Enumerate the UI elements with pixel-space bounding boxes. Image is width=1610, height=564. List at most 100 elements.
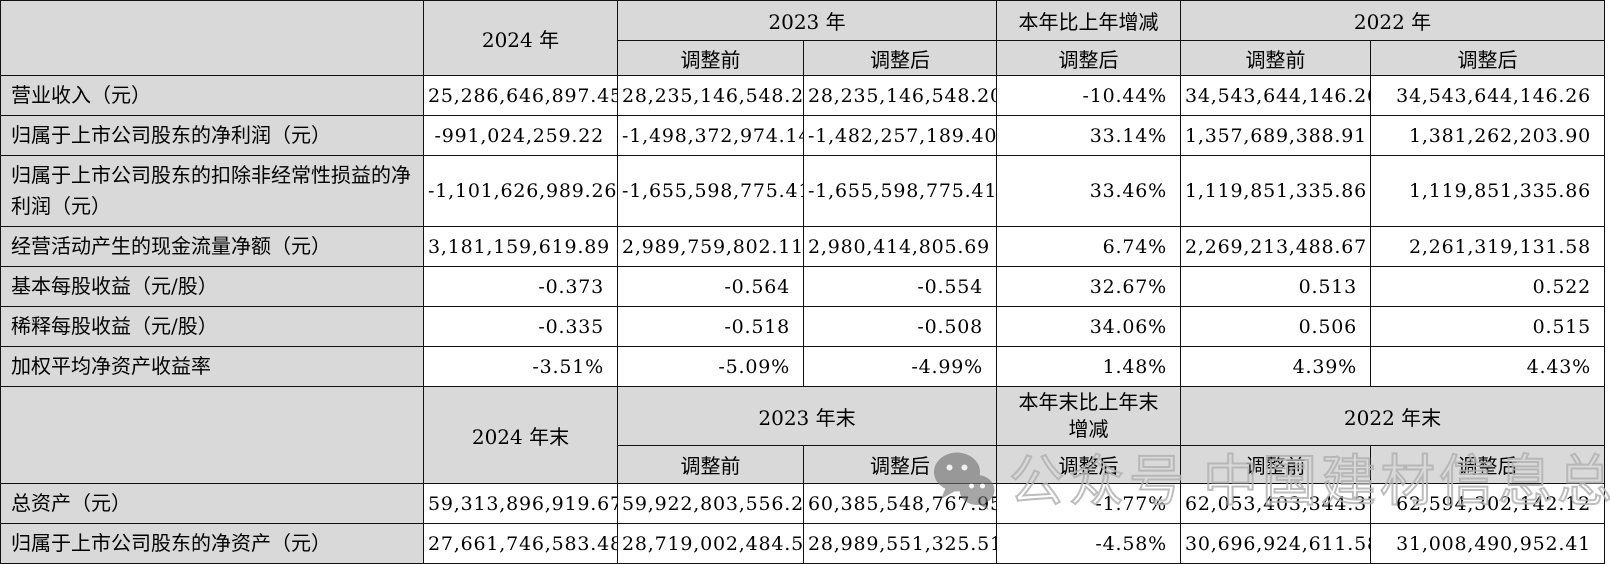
col-header-2023-end: 2023 年末	[616, 386, 998, 446]
cell-value: -4.99%	[802, 346, 998, 387]
cell-value: 62,053,403,344.37	[1180, 483, 1372, 524]
cell-value: 2,269,213,488.67	[1180, 226, 1372, 267]
cell-value: -10.44%	[996, 75, 1182, 116]
table-row: 稀释每股收益（元/股） -0.335 -0.518 -0.508 34.06% 0.506…	[0, 306, 1606, 347]
cell-value: 28,719,002,484.52	[617, 523, 804, 564]
col-header-2022: 2022 年	[1180, 0, 1606, 41]
cell-value: -0.518	[617, 306, 804, 347]
cell-value: 4.43%	[1370, 346, 1606, 387]
subheader-adjust-after: 调整后	[1370, 40, 1606, 76]
col-header-2024: 2024 年	[423, 0, 618, 76]
subheader-adjust-before: 调整前	[1180, 445, 1372, 484]
row-label: 经营活动产生的现金流量净额（元）	[0, 226, 424, 267]
cell-value: 59,313,896,919.67	[423, 483, 618, 524]
cell-value: -4.58%	[996, 523, 1182, 564]
cell-value: 60,385,548,767.95	[802, 483, 998, 524]
cell-value: -5.09%	[617, 346, 804, 387]
row-label: 总资产（元）	[0, 483, 424, 524]
cell-value: -1,101,626,989.26	[423, 155, 618, 227]
cell-value: 1,357,689,388.91	[1180, 115, 1372, 156]
table-row: 总资产（元） 59,313,896,919.67 59,922,803,556.22…	[0, 483, 1606, 524]
row-label: 基本每股收益（元/股）	[0, 266, 424, 307]
cell-value: 0.515	[1370, 306, 1606, 347]
cell-value: 33.14%	[996, 115, 1182, 156]
cell-value: 27,661,746,583.48	[423, 523, 618, 564]
cell-value: 32.67%	[996, 266, 1182, 307]
cell-value: 4.39%	[1180, 346, 1372, 387]
subheader-adjust-before: 调整前	[617, 445, 804, 484]
header-row-year-ends: 2024 年末 2023 年末 本年末比上年末 增减 2022 年末	[0, 386, 1606, 484]
cell-value: 1,119,851,335.86	[1370, 155, 1606, 227]
header-row-adjust: 调整前 调整后 调整后 调整前 调整后	[1, 445, 1606, 484]
cell-value: 34,543,644,146.26	[1180, 75, 1372, 116]
col-header-change: 本年比上年增减	[996, 0, 1182, 41]
cell-value: 1,119,851,335.86	[1180, 155, 1372, 227]
cell-value: 0.506	[1180, 306, 1372, 347]
subheader-adjust-before: 调整前	[617, 40, 804, 76]
table-row: 归属于上市公司股东的扣除非经常性损益的净利润（元） -1,101,626,989.…	[0, 155, 1606, 227]
cell-value: -1,482,257,189.40	[802, 115, 998, 156]
table-row: 归属于上市公司股东的净资产（元） 27,661,746,583.48 28,719,…	[0, 523, 1606, 564]
row-label: 归属于上市公司股东的净利润（元）	[0, 115, 424, 156]
cell-value: 28,235,146,548.20	[617, 75, 804, 116]
cell-value: 34,543,644,146.26	[1370, 75, 1606, 116]
cell-value: 1,381,262,203.90	[1370, 115, 1606, 156]
cell-value: 30,696,924,611.58	[1180, 523, 1372, 564]
cell-value: 3,181,159,619.89	[423, 226, 618, 267]
cell-value: 0.522	[1370, 266, 1606, 307]
cell-value: 33.46%	[996, 155, 1182, 227]
cell-value: -0.373	[423, 266, 618, 307]
cell-value: 28,235,146,548.20	[802, 75, 998, 116]
row-label: 归属于上市公司股东的扣除非经常性损益的净利润（元）	[0, 155, 424, 227]
row-label: 稀释每股收益（元/股）	[0, 306, 424, 347]
row-label: 归属于上市公司股东的净资产（元）	[0, 523, 424, 564]
cell-value: 62,594,302,142.12	[1370, 483, 1606, 524]
section-annual: 2024 年 2023 年 本年比上年增减 2022 年 调整前 调整后 调整后…	[0, 0, 1606, 76]
table-row: 加权平均净资产收益率 -3.51% -5.09% -4.99% 1.48% 4.39% 4.…	[0, 346, 1606, 387]
cell-value: 2,980,414,805.69	[802, 226, 998, 267]
cell-value: -1,498,372,974.14	[617, 115, 804, 156]
subheader-adjust-after: 调整后	[802, 40, 998, 76]
rows-year-end: 总资产（元） 59,313,896,919.67 59,922,803,556.22…	[0, 483, 1606, 564]
cell-value: -0.508	[802, 306, 998, 347]
cell-value: 6.74%	[996, 226, 1182, 267]
cell-value: 25,286,646,897.45	[423, 75, 618, 116]
cell-value: -1.77%	[996, 483, 1182, 524]
cell-value: -0.554	[802, 266, 998, 307]
cell-value: -991,024,259.22	[423, 115, 618, 156]
col-header-change-end: 本年末比上年末 增减	[996, 386, 1182, 446]
cell-value: -1,655,598,775.41	[802, 155, 998, 227]
corner-blank-cell	[0, 0, 424, 76]
row-label: 营业收入（元）	[0, 75, 424, 116]
table-row: 营业收入（元） 25,286,646,897.45 28,235,146,548.2…	[0, 75, 1606, 116]
row-label: 加权平均净资产收益率	[0, 346, 424, 387]
col-header-2024-end: 2024 年末	[423, 386, 618, 484]
cell-value: -1,655,598,775.41	[617, 155, 804, 227]
header-row-adjust: 调整前 调整后 调整后 调整前 调整后	[1, 40, 1606, 76]
cell-value: 31,008,490,952.41	[1370, 523, 1606, 564]
col-header-2022-end: 2022 年末	[1180, 386, 1606, 446]
corner-blank-cell	[0, 386, 424, 484]
subheader-adjust-after: 调整后	[996, 40, 1182, 76]
subheader-adjust-after: 调整后	[996, 445, 1182, 484]
header-row-years: 2024 年 2023 年 本年比上年增减 2022 年	[0, 0, 1606, 76]
cell-value: -0.564	[617, 266, 804, 307]
cell-value: 28,989,551,325.51	[802, 523, 998, 564]
subheader-adjust-before: 调整前	[1180, 40, 1372, 76]
section-year-end: 2024 年末 2023 年末 本年末比上年末 增减 2022 年末 调整前 调…	[0, 386, 1606, 484]
subheader-adjust-after: 调整后	[1370, 445, 1606, 484]
cell-value: 2,261,319,131.58	[1370, 226, 1606, 267]
cell-value: 0.513	[1180, 266, 1372, 307]
cell-value: 2,989,759,802.11	[617, 226, 804, 267]
rows-annual: 营业收入（元） 25,286,646,897.45 28,235,146,548.2…	[0, 75, 1606, 387]
table-row: 经营活动产生的现金流量净额（元） 3,181,159,619.89 2,989,75…	[0, 226, 1606, 267]
col-header-2023: 2023 年	[616, 0, 998, 41]
cell-value: 1.48%	[996, 346, 1182, 387]
cell-value: 59,922,803,556.22	[617, 483, 804, 524]
cell-value: 34.06%	[996, 306, 1182, 347]
subheader-adjust-after: 调整后	[802, 445, 998, 484]
table-row: 基本每股收益（元/股） -0.373 -0.564 -0.554 32.67% 0.513…	[0, 266, 1606, 307]
cell-value: -0.335	[423, 306, 618, 347]
cell-value: -3.51%	[423, 346, 618, 387]
